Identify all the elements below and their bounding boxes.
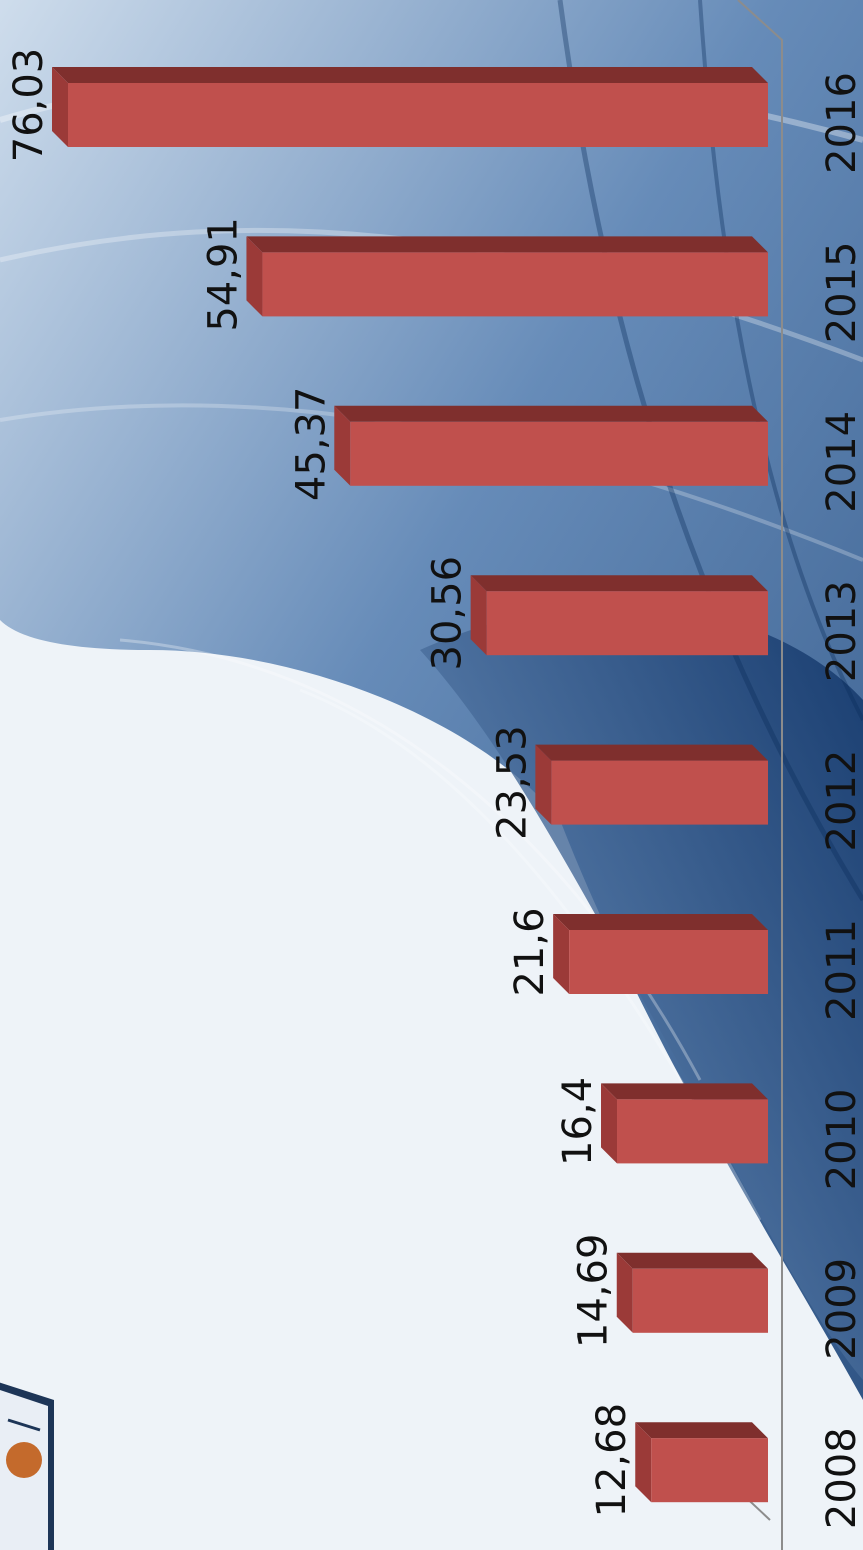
bar-front-face — [651, 1438, 768, 1503]
bar-top-face — [334, 405, 768, 422]
bar-end-face — [52, 67, 68, 147]
bar-top-face — [553, 914, 768, 930]
bar-end-face — [553, 914, 570, 994]
data-label: 76,03 — [6, 48, 52, 163]
data-label: 30,56 — [425, 556, 471, 671]
data-label: 54,91 — [200, 217, 246, 332]
data-label: 21,6 — [507, 907, 553, 996]
data-label: 45,37 — [288, 387, 334, 502]
bar-2013 — [470, 575, 768, 656]
bar-top-face — [470, 575, 768, 592]
bar-front-face — [569, 930, 768, 994]
bar-top-face — [635, 1422, 768, 1439]
category-label: 2012 — [819, 750, 863, 852]
bar-front-face — [486, 591, 768, 656]
bar-2012 — [535, 744, 768, 825]
bar-end-face — [635, 1422, 652, 1503]
bar-2010 — [601, 1083, 768, 1164]
bar-front-face — [632, 1268, 768, 1333]
bar-top-face — [52, 67, 768, 83]
bar-end-face — [616, 1252, 633, 1333]
category-label: 2009 — [819, 1258, 863, 1360]
category-label: 2014 — [819, 411, 863, 513]
data-label: 12,68 — [589, 1403, 635, 1518]
bar-front-face — [68, 83, 768, 147]
bar-end-face — [601, 1083, 618, 1164]
category-label: 2016 — [819, 72, 863, 174]
emblem-logo — [0, 1382, 54, 1550]
bar-front-face — [617, 1099, 768, 1164]
category-label: 2013 — [819, 580, 863, 682]
bar-top-face — [535, 744, 768, 761]
category-label: 2015 — [819, 242, 863, 344]
bar-top-face — [616, 1252, 768, 1269]
bar-2008 — [635, 1422, 768, 1503]
data-label: 16,4 — [555, 1077, 601, 1166]
bar-end-face — [470, 575, 487, 656]
bar-2015 — [246, 236, 768, 317]
data-label: 23,53 — [489, 725, 535, 840]
data-label: 14,69 — [571, 1234, 617, 1349]
bar-2011 — [553, 914, 768, 994]
bar-front-face — [551, 760, 768, 825]
bar-top-face — [246, 236, 768, 253]
bar-end-face — [246, 236, 263, 317]
bar-2014 — [334, 405, 768, 486]
category-label: 2011 — [819, 919, 863, 1021]
bar-top-face — [601, 1083, 768, 1100]
bar-end-face — [334, 405, 351, 486]
bar-2009 — [616, 1252, 768, 1333]
bar-end-face — [535, 744, 552, 825]
category-label: 2008 — [819, 1427, 863, 1529]
bar-front-face — [262, 252, 768, 317]
bar-front-face — [350, 421, 768, 486]
bar-2016 — [52, 67, 768, 147]
category-label: 2010 — [819, 1089, 863, 1191]
